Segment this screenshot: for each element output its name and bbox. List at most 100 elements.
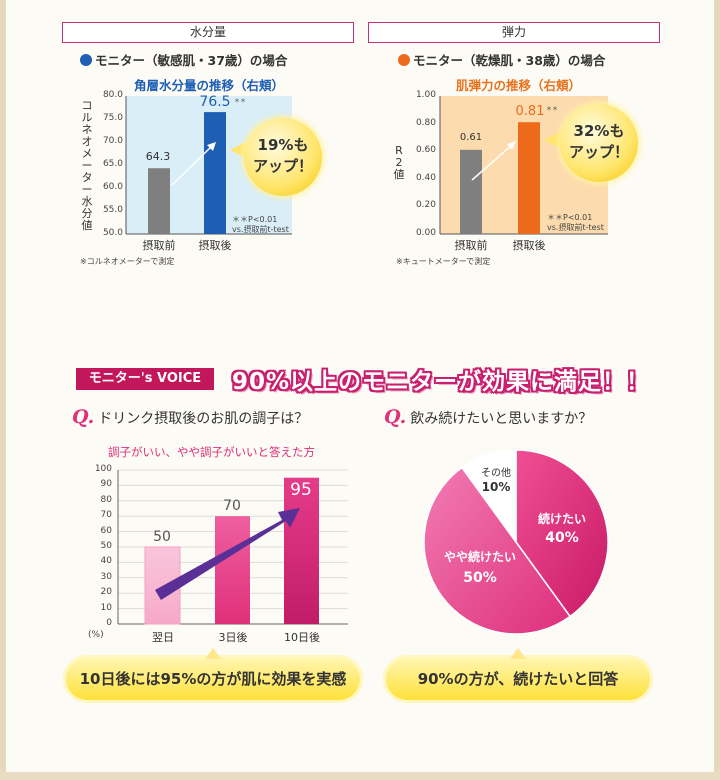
q-ticks-label: 90 bbox=[100, 479, 112, 490]
elasticity-significance-2: vs.摂取前t-test bbox=[547, 223, 604, 232]
pie-label-continue: 続けたい bbox=[537, 512, 586, 526]
moisture-significance-2: vs.摂取前t-test bbox=[232, 225, 289, 234]
elasticity-callout-line1: 32%も bbox=[573, 122, 625, 140]
elasticity-bar-before bbox=[460, 149, 482, 234]
e-ticks-label: 0.60 bbox=[415, 145, 436, 156]
q1-value-10-days: 95 bbox=[290, 479, 312, 500]
q-ticks-label: 30 bbox=[100, 571, 112, 582]
m-ticks-label: 60.0 bbox=[102, 182, 123, 192]
moisture-bar-before bbox=[148, 168, 170, 234]
pie-value-continue: 40% bbox=[545, 530, 579, 546]
elasticity-subtitle: モニター（乾燥肌・38歳）の場合 bbox=[398, 50, 605, 69]
q1-value-next-day: 50 bbox=[153, 529, 171, 545]
q-ticks-label: 40 bbox=[100, 556, 112, 567]
e-ticks-label: 0.20 bbox=[415, 200, 436, 211]
elasticity-subtitle-text: モニター（乾燥肌・38歳）の場合 bbox=[413, 53, 606, 68]
elasticity-y-axis-label: R2値 bbox=[393, 144, 405, 181]
elasticity-x-label-before: 摂取前 bbox=[454, 239, 488, 252]
e-ticks-label: 0.40 bbox=[415, 172, 436, 183]
pie-value-other: 10% bbox=[481, 480, 511, 494]
m-ticks-label: 65.0 bbox=[102, 159, 123, 169]
elasticity-note: ※キュートメーターで測定 bbox=[396, 257, 491, 266]
e-ticks-label: 1.00 bbox=[415, 90, 436, 100]
elasticity-callout-line2: アップ！ bbox=[568, 143, 629, 161]
left-frame bbox=[0, 0, 6, 780]
m-ticks-label: 75.0 bbox=[102, 113, 123, 123]
pie-chart-svg bbox=[423, 449, 609, 635]
moisture-value-before: 64.3 bbox=[145, 150, 171, 164]
moisture-x-label-after: 摂取後 bbox=[198, 239, 232, 252]
q1-value-3-days: 70 bbox=[223, 498, 241, 515]
q1-bar-3-days bbox=[215, 516, 250, 624]
elasticity-box-title: 弾力 bbox=[368, 22, 660, 43]
q-ticks-label: 20 bbox=[100, 587, 112, 598]
q-ticks-label: 100 bbox=[94, 464, 112, 474]
voice-badge: モニター's VOICE bbox=[76, 368, 214, 390]
pie-slice-0 bbox=[515, 449, 609, 618]
elasticity-annotation: ＊＊ bbox=[546, 106, 559, 113]
pie-label-somewhat: やや続けたい bbox=[443, 550, 516, 564]
m-ticks-label: 80.0 bbox=[102, 90, 123, 100]
moisture-callout-bubble bbox=[244, 118, 322, 196]
e-ticks-label: 0.80 bbox=[415, 117, 436, 128]
moisture-subtitle: モニター（敏感肌・37歳）の場合 bbox=[80, 50, 287, 69]
orange-dot-icon bbox=[398, 54, 410, 66]
moisture-subtitle-text: モニター（敏感肌・37歳）の場合 bbox=[95, 53, 288, 68]
q1-unit-label: (%) bbox=[88, 630, 104, 640]
e-ticks-label: 0.00 bbox=[415, 228, 436, 238]
q1-result-pill: 10日後には95%の方が肌に効果を実感 bbox=[66, 648, 360, 700]
q1-bar-chart-svg bbox=[117, 469, 348, 625]
q-ticks-label: 70 bbox=[100, 510, 112, 521]
elasticity-chart-title: 肌弾力の推移（右頬） bbox=[456, 78, 582, 93]
question-1-text: ドリンク摂取後のお肌の調子は？ bbox=[98, 411, 309, 427]
elasticity-x-label-after: 摂取後 bbox=[512, 239, 546, 252]
moisture-chart-title: 角層水分量の推移（右頬） bbox=[134, 78, 285, 93]
right-frame bbox=[714, 0, 720, 780]
bottom-frame bbox=[0, 772, 720, 780]
q-ticks-label: 80 bbox=[100, 494, 112, 505]
question-1: Q. ドリンク摂取後のお肌の調子は？ bbox=[72, 406, 308, 428]
elasticity-chart-svg bbox=[439, 96, 608, 235]
moisture-trend-arrow bbox=[171, 145, 213, 186]
moisture-y-axis-label: コルネオメーター水分値 bbox=[81, 99, 93, 232]
moisture-bar-after bbox=[204, 112, 226, 234]
q1-chart-title: 調子がいい、やや調子がいいと答えた方 bbox=[108, 445, 315, 459]
elasticity-callout-bubble bbox=[560, 104, 638, 182]
q-ticks-label: 0 bbox=[106, 618, 112, 628]
elasticity-value-before: 0.61 bbox=[459, 131, 483, 143]
moisture-significance-1: ＊＊P<0.01 bbox=[232, 215, 278, 224]
q-ticks-label: 10 bbox=[100, 602, 112, 613]
question-2-text: 飲み続けたいと思いますか？ bbox=[410, 411, 593, 427]
elasticity-callout-tail bbox=[544, 130, 564, 150]
pie-slice-2 bbox=[460, 449, 517, 545]
q-mark-1: Q. bbox=[72, 406, 95, 428]
moisture-annotation: ＊＊ bbox=[234, 98, 247, 105]
m-ticks-label: 55.0 bbox=[102, 205, 123, 215]
elasticity-significance-1: ＊＊P<0.01 bbox=[547, 213, 593, 222]
q1-x-label-next-day: 翌日 bbox=[152, 631, 174, 644]
voice-headline: 90%以上のモニターが効果に満足！！ bbox=[232, 369, 651, 395]
moisture-trend-arrowhead bbox=[207, 142, 216, 151]
elasticity-bar-after bbox=[518, 122, 540, 234]
q-mark-2: Q. bbox=[384, 406, 407, 428]
m-ticks-label: 70.0 bbox=[102, 136, 123, 146]
pie-slices bbox=[423, 449, 609, 635]
question-2: Q. 飲み続けたいと思いますか？ bbox=[384, 406, 592, 428]
moisture-value-after: 76.5 bbox=[199, 94, 231, 111]
q2-result-pill: 90%の方が、続けたいと回答 bbox=[386, 648, 650, 700]
elasticity-value-after: 0.81 bbox=[515, 104, 545, 120]
moisture-box-title: 水分量 bbox=[62, 22, 354, 43]
moisture-chart-svg bbox=[125, 96, 292, 235]
q-ticks-label: 60 bbox=[100, 525, 112, 536]
pie-value-somewhat: 50% bbox=[463, 570, 497, 586]
q1-trend-arrow bbox=[155, 508, 300, 600]
moisture-x-label-before: 摂取前 bbox=[142, 239, 176, 252]
m-ticks-label: 50.0 bbox=[102, 228, 123, 238]
pie-label-other: その他 bbox=[481, 468, 511, 479]
moisture-note: ※コルネオメーターで測定 bbox=[80, 257, 175, 266]
q1-bar-10-days bbox=[284, 477, 319, 624]
moisture-callout-line1: 19%も bbox=[257, 136, 309, 154]
q1-x-label-3-days: 3日後 bbox=[218, 631, 248, 644]
q1-x-label-10-days: 10日後 bbox=[284, 631, 320, 644]
